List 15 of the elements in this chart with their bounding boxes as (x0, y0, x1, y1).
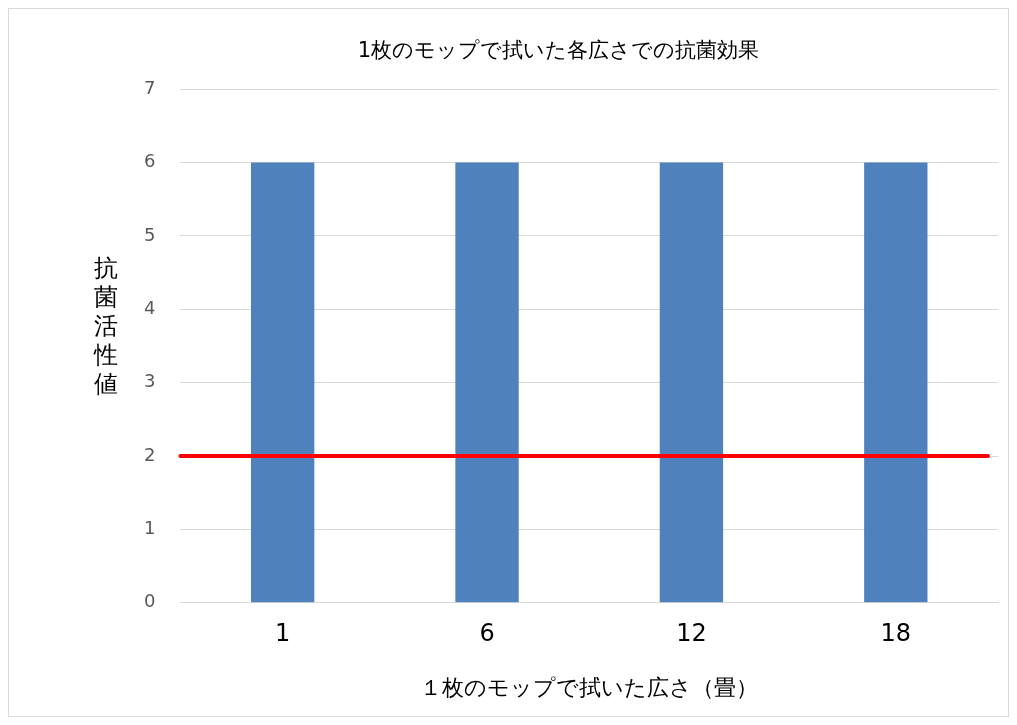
x-tick-label: 18 (880, 619, 912, 648)
x-tick-label: 1 (275, 619, 291, 648)
y-tick-label: 4 (144, 296, 156, 318)
y-tick-label: 0 (144, 590, 156, 612)
y-tick-label: 7 (144, 76, 156, 98)
x-axis-title: １枚のモップで拭いた広さ（畳） (420, 674, 759, 700)
x-tick-label: 12 (676, 619, 707, 648)
y-tick-label: 6 (144, 150, 156, 172)
chart-title: 1枚のモップで拭いた各広さでの抗菌効果 (357, 38, 760, 63)
y-tick-label: 5 (144, 223, 156, 245)
x-tick-label: 6 (479, 619, 495, 648)
y-tick-label: 2 (144, 443, 156, 465)
y-tick-label: 3 (144, 370, 156, 392)
y-axis-title: 抗菌活性値 (93, 254, 119, 399)
y-tick-label: 1 (144, 517, 156, 539)
